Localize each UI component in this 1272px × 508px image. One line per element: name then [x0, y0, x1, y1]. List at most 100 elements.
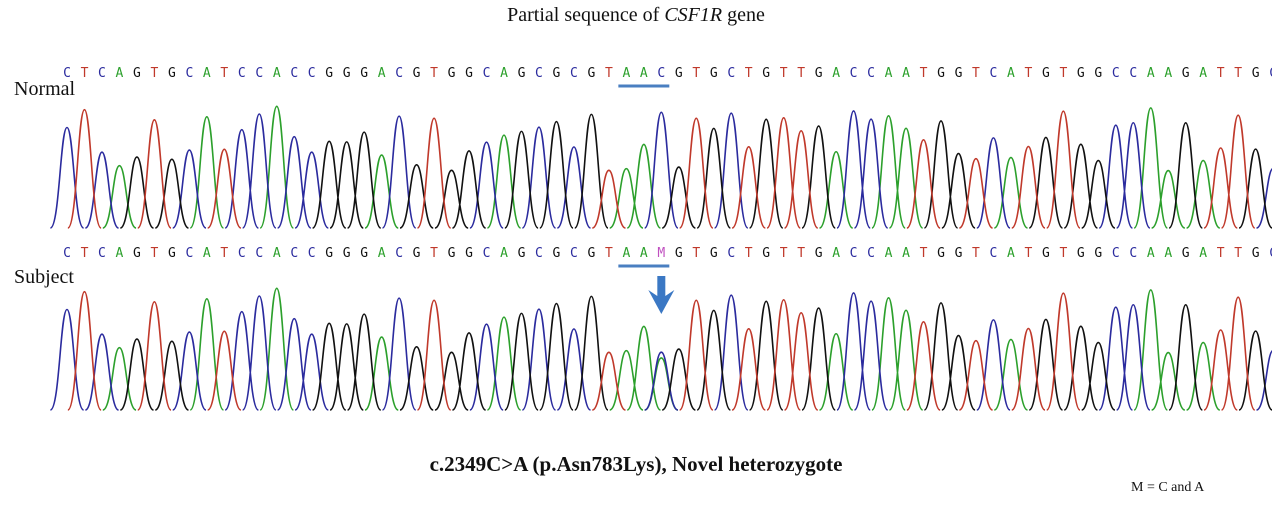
base-call: C: [727, 246, 735, 261]
variant-caption: c.2349C>A (p.Asn783Lys), Novel heterozyg…: [429, 452, 843, 476]
base-call: C: [98, 66, 106, 81]
base-call: A: [1164, 66, 1172, 81]
base-call: G: [1094, 246, 1102, 261]
base-call: C: [1129, 246, 1137, 261]
base-call: C: [483, 66, 491, 81]
base-call: T: [692, 66, 700, 81]
base-call: A: [640, 246, 648, 261]
base-call: A: [885, 66, 893, 81]
base-call: A: [378, 66, 386, 81]
base-call: M: [657, 246, 665, 261]
base-call: C: [238, 66, 246, 81]
normal-label: Normal: [14, 78, 76, 100]
base-call: C: [990, 66, 998, 81]
base-call: G: [1252, 66, 1260, 81]
base-call: T: [972, 66, 980, 81]
base-call: G: [1094, 66, 1102, 81]
base-call: C: [185, 66, 193, 81]
base-call: C: [535, 246, 543, 261]
base-call: A: [500, 66, 508, 81]
base-call: C: [850, 66, 858, 81]
base-call: C: [657, 66, 665, 81]
base-call: G: [1077, 246, 1085, 261]
trace-t: [67, 108, 1256, 229]
base-call: G: [710, 246, 718, 261]
base-call: A: [116, 246, 124, 261]
base-call: T: [150, 66, 158, 81]
base-call: T: [430, 246, 438, 261]
base-call: G: [1182, 246, 1190, 261]
base-call: G: [168, 246, 176, 261]
base-call: A: [1007, 246, 1015, 261]
base-call: C: [1112, 246, 1120, 261]
base-call: T: [220, 246, 228, 261]
base-call: T: [780, 246, 788, 261]
base-call: G: [937, 66, 945, 81]
base-call: A: [1007, 66, 1015, 81]
base-call: C: [867, 246, 875, 261]
base-call: C: [570, 246, 578, 261]
base-call: C: [255, 246, 263, 261]
ambiguity-note: M = C and A: [1131, 480, 1205, 495]
base-call: T: [81, 66, 89, 81]
base-call: C: [308, 246, 316, 261]
base-call: G: [133, 66, 141, 81]
base-call: G: [518, 66, 526, 81]
base-call: G: [325, 66, 333, 81]
base-call: G: [465, 246, 473, 261]
base-call: T: [81, 246, 89, 261]
base-call: G: [1182, 66, 1190, 81]
base-call: T: [1234, 246, 1242, 261]
subject-label: Subject: [14, 266, 74, 288]
base-call: A: [832, 66, 840, 81]
base-call: G: [1077, 66, 1085, 81]
base-call: G: [360, 66, 368, 81]
base-call: T: [1059, 66, 1067, 81]
base-call: T: [745, 246, 753, 261]
title-prefix: Partial sequence of: [507, 4, 665, 26]
base-call: G: [168, 66, 176, 81]
base-call: G: [675, 66, 683, 81]
base-call: G: [343, 66, 351, 81]
variant-arrow-icon: [648, 276, 675, 314]
base-call: A: [1147, 66, 1155, 81]
base-call: G: [360, 246, 368, 261]
base-call: A: [273, 246, 281, 261]
base-call: T: [220, 66, 228, 81]
base-call: G: [710, 66, 718, 81]
base-call: G: [553, 66, 561, 81]
trace-c: [49, 292, 1272, 411]
base-call: T: [745, 66, 753, 81]
trace-g: [119, 113, 1272, 229]
base-call: C: [290, 246, 298, 261]
base-call: T: [920, 66, 928, 81]
base-call: G: [937, 246, 945, 261]
base-call: T: [605, 246, 613, 261]
trace-t: [67, 290, 1256, 411]
base-call: T: [1024, 66, 1032, 81]
base-call: G: [413, 66, 421, 81]
base-call: A: [622, 66, 630, 81]
base-call: G: [448, 66, 456, 81]
base-call: T: [920, 246, 928, 261]
base-call: C: [185, 246, 193, 261]
base-call: T: [780, 66, 788, 81]
trace-g: [119, 295, 1272, 411]
base-call: G: [815, 246, 823, 261]
base-call: G: [1042, 66, 1050, 81]
base-call: T: [150, 246, 158, 261]
base-call: A: [1199, 66, 1207, 81]
base-call: G: [675, 246, 683, 261]
base-call: G: [133, 246, 141, 261]
base-call: C: [395, 66, 403, 81]
base-call: A: [500, 246, 508, 261]
trace-a: [102, 287, 1221, 411]
trace-a: [102, 105, 1221, 229]
base-call: A: [885, 246, 893, 261]
base-call: A: [273, 66, 281, 81]
base-call: T: [972, 246, 980, 261]
base-call: C: [867, 66, 875, 81]
figure-title: Partial sequence of CSF1R gene: [0, 4, 1272, 27]
base-call: C: [570, 66, 578, 81]
